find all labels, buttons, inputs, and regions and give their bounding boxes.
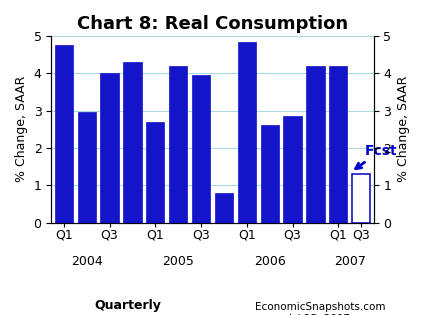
Y-axis label: % Change, SAAR: % Change, SAAR — [397, 76, 410, 182]
Bar — [78, 112, 96, 222]
Bar — [100, 73, 119, 222]
Bar — [123, 62, 142, 222]
Bar — [283, 116, 302, 222]
Text: Fcst: Fcst — [356, 144, 397, 169]
Bar — [261, 125, 279, 222]
Bar — [169, 66, 187, 222]
Bar — [306, 66, 325, 222]
Text: 2007: 2007 — [334, 255, 366, 268]
Bar — [55, 45, 73, 222]
Title: Chart 8: Real Consumption: Chart 8: Real Consumption — [77, 15, 348, 33]
Bar — [192, 75, 210, 222]
Bar — [329, 66, 347, 222]
Bar — [146, 122, 164, 222]
Text: Quarterly: Quarterly — [94, 299, 161, 312]
Text: 2005: 2005 — [162, 255, 194, 268]
Text: 2006: 2006 — [254, 255, 286, 268]
Bar — [215, 193, 233, 222]
Bar — [238, 42, 256, 222]
Bar — [352, 174, 370, 222]
Text: 2004: 2004 — [71, 255, 102, 268]
Text: Jul 25, 2007: Jul 25, 2007 — [289, 314, 351, 315]
Y-axis label: % Change, SAAR: % Change, SAAR — [15, 76, 28, 182]
Text: EconomicSnapshots.com: EconomicSnapshots.com — [255, 302, 385, 312]
